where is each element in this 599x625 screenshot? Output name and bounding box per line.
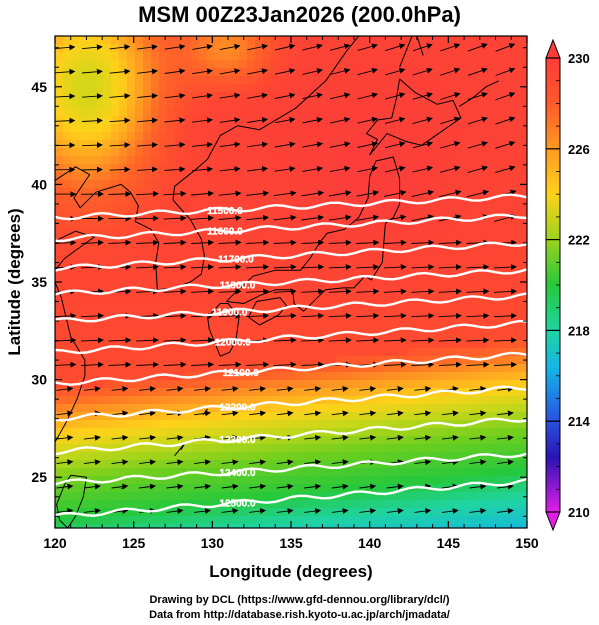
x-tick-label: 130 [201, 535, 225, 551]
contour-label: 12500.0 [219, 499, 256, 510]
colorbar: 230 226 222 218 214 210 [545, 38, 590, 532]
contour-label: 12100.0 [223, 368, 260, 379]
contour-label: 11500.0 [207, 206, 243, 217]
y-tick-label: 25 [31, 469, 47, 485]
colorbar-tick-label: 210 [568, 505, 590, 520]
height-contour-line [55, 319, 527, 355]
colorbar-tick-label: 214 [568, 414, 590, 429]
height-contour-layer: 11500.0 11600.0 11700.0 11800.0 11900.0 12000… [55, 193, 527, 517]
contour-label: 11700.0 [218, 255, 254, 266]
colorbar-min-triangle [545, 511, 561, 532]
height-contour-line [55, 268, 527, 296]
y-tick-label: 30 [31, 372, 47, 388]
height-contour-line [55, 417, 527, 456]
contour-label: 12400.0 [219, 468, 256, 479]
colorbar-tick-label: 222 [568, 233, 590, 248]
height-contour-line [55, 385, 527, 422]
contour-label: 12300.0 [219, 435, 256, 446]
map-title: MSM 00Z23Jan2026 (200.0hPa) [138, 2, 461, 27]
x-tick-label: 135 [279, 535, 303, 551]
x-tick-label: 140 [358, 535, 382, 551]
colorbar-tick-label: 230 [568, 51, 590, 66]
x-axis-label: Longitude (degrees) [209, 562, 372, 581]
x-tick-label: 150 [515, 535, 539, 551]
colorbar-tick-label: 218 [568, 323, 590, 338]
y-tick-label: 45 [31, 79, 47, 95]
x-tick-label: 145 [437, 535, 461, 551]
height-contour-line [55, 452, 527, 486]
height-contour-line [55, 241, 527, 272]
x-tick-label: 125 [122, 535, 146, 551]
contour-label: 12200.0 [219, 403, 256, 414]
height-contour-line [55, 292, 527, 323]
contour-label: 11800.0 [220, 281, 256, 292]
height-contour-line [55, 477, 527, 517]
y-tick-label: 40 [31, 176, 47, 192]
height-contour-line [55, 193, 527, 221]
y-tick-label: 35 [31, 274, 47, 290]
contour-label: 11900.0 [212, 308, 248, 319]
y-axis-label: Latitude (degrees) [5, 208, 24, 355]
contour-label: 12000.0 [215, 337, 252, 348]
height-contour-line [55, 213, 527, 243]
contour-label: 11600.0 [207, 227, 243, 238]
x-tick-label: 120 [43, 535, 67, 551]
colorbar-tick-label: 226 [568, 142, 590, 157]
credit-drawing: Drawing by DCL (https://www.gfd-dennou.o… [149, 594, 450, 606]
height-contour-line [55, 351, 527, 386]
credit-data: Data from http://database.rish.kyoto-u.a… [149, 609, 450, 621]
colorbar-max-triangle [545, 38, 561, 59]
axes-layer: 120 125 130 135 140 145 150 25 30 35 40 45 [31, 36, 539, 551]
